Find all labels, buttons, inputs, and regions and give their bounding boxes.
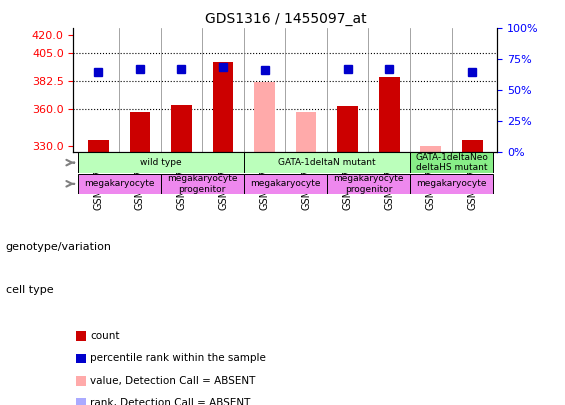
Text: cell type: cell type: [6, 285, 53, 294]
FancyBboxPatch shape: [160, 174, 244, 194]
Title: GDS1316 / 1455097_at: GDS1316 / 1455097_at: [205, 12, 366, 26]
Text: GATA-1deltaN mutant: GATA-1deltaN mutant: [278, 158, 376, 167]
FancyBboxPatch shape: [244, 152, 410, 173]
FancyBboxPatch shape: [77, 152, 244, 173]
Bar: [212, 62, 233, 152]
Text: megakaryocyte: megakaryocyte: [84, 179, 154, 188]
Text: GATA-1deltaNeo
deltaHS mutant: GATA-1deltaNeo deltaHS mutant: [415, 153, 488, 172]
Text: percentile rank within the sample: percentile rank within the sample: [90, 354, 266, 363]
Text: wild type: wild type: [140, 158, 181, 167]
Text: megakaryocyte: megakaryocyte: [250, 179, 320, 188]
FancyBboxPatch shape: [244, 174, 327, 194]
Text: megakaryocyte
progenitor: megakaryocyte progenitor: [333, 174, 403, 194]
Bar: [462, 140, 483, 152]
FancyBboxPatch shape: [410, 152, 493, 173]
Text: rank, Detection Call = ABSENT: rank, Detection Call = ABSENT: [90, 398, 251, 405]
FancyBboxPatch shape: [77, 174, 160, 194]
Bar: [420, 146, 441, 152]
FancyBboxPatch shape: [327, 174, 410, 194]
Text: megakaryocyte
progenitor: megakaryocyte progenitor: [167, 174, 237, 194]
Text: genotype/variation: genotype/variation: [6, 242, 112, 252]
Bar: [254, 81, 275, 152]
Bar: [129, 113, 150, 152]
Bar: [88, 140, 108, 152]
Text: megakaryocyte: megakaryocyte: [416, 179, 487, 188]
Bar: [171, 105, 192, 152]
Text: count: count: [90, 331, 120, 341]
Bar: [295, 113, 316, 152]
Bar: [337, 106, 358, 152]
FancyBboxPatch shape: [410, 174, 493, 194]
Bar: [379, 77, 399, 152]
Text: value, Detection Call = ABSENT: value, Detection Call = ABSENT: [90, 376, 256, 386]
